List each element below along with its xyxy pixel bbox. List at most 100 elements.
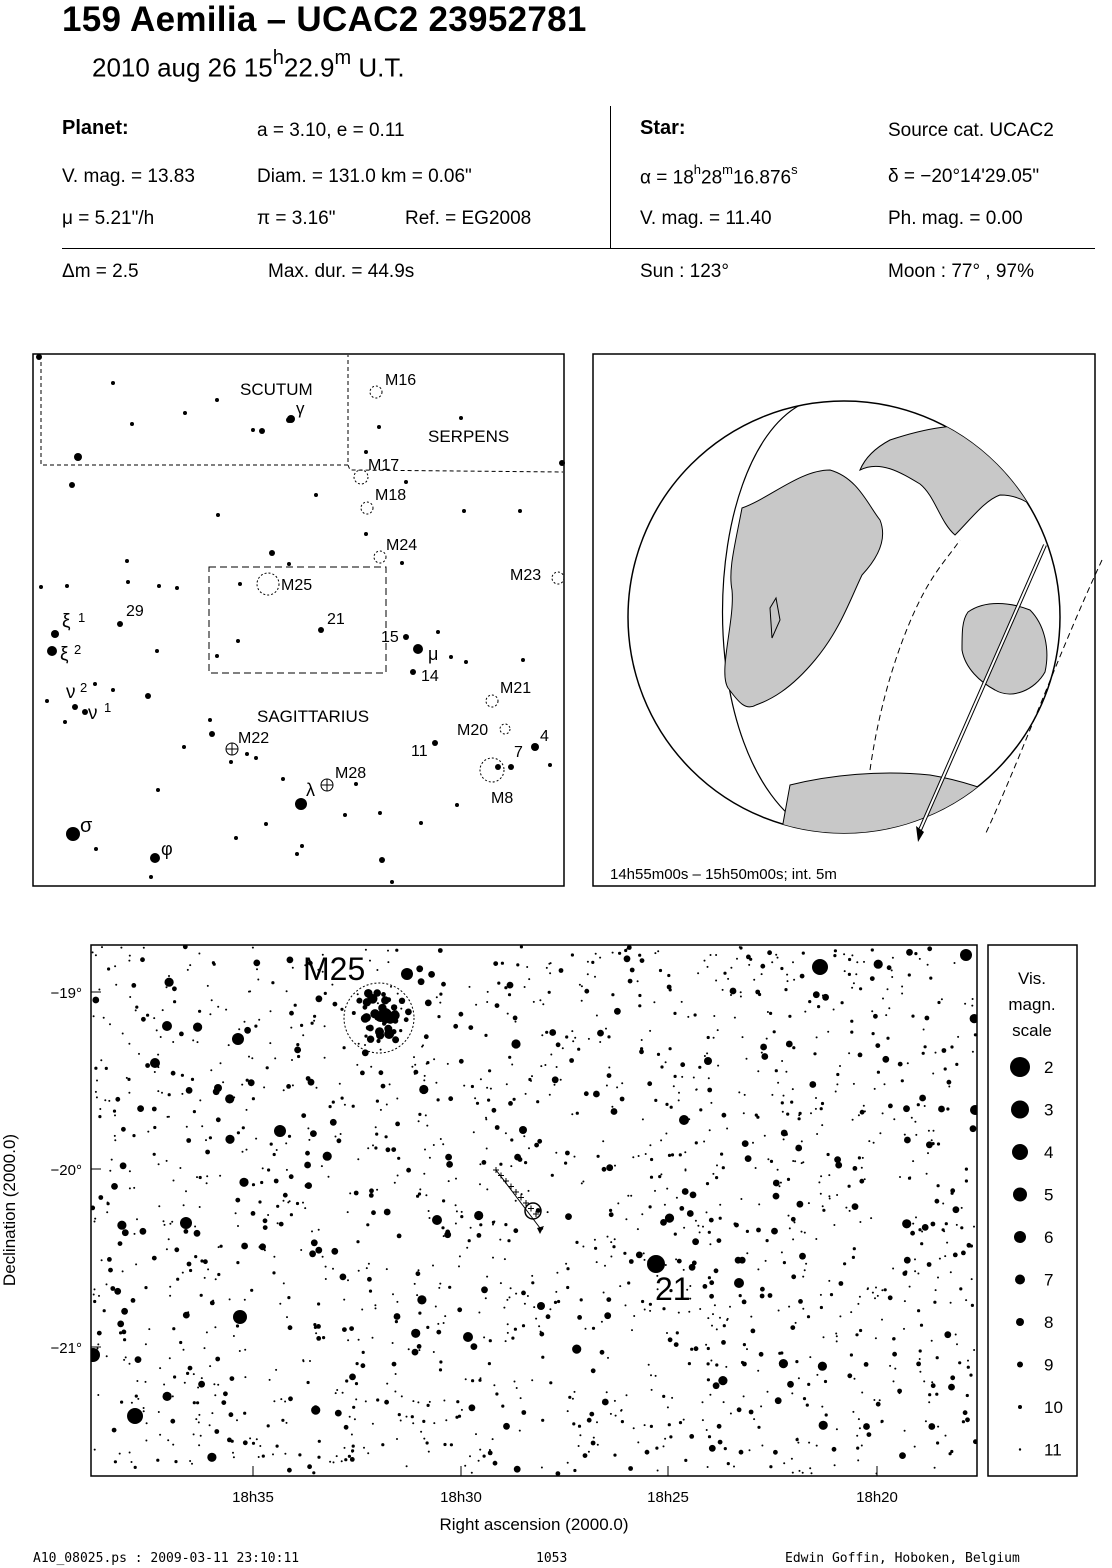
field-star [248, 990, 250, 993]
field-star [756, 1227, 761, 1233]
ytick-label: −20° [51, 1162, 82, 1179]
field-star [647, 1081, 653, 1087]
field-star [499, 1162, 503, 1166]
field-star [656, 1288, 659, 1291]
field-star [157, 1053, 160, 1056]
field-star [791, 1471, 794, 1474]
field-star [709, 954, 712, 956]
field-star [686, 1288, 689, 1291]
field-star [970, 1278, 973, 1281]
field-star [499, 1282, 502, 1285]
magnitude-legend-frame [987, 944, 1078, 1477]
field-star [482, 1454, 486, 1458]
field-star [760, 1043, 767, 1051]
field-star [952, 1206, 960, 1214]
field-star [960, 1226, 964, 1230]
field-star [593, 1238, 596, 1241]
xtick-label: 18h20 [856, 1489, 898, 1506]
finder-label: ν [66, 682, 76, 703]
field-star [163, 1383, 166, 1386]
field-star [822, 1208, 826, 1212]
field-star [230, 1439, 234, 1443]
field-star [148, 1328, 151, 1331]
field-star [436, 1098, 440, 1102]
field-star [436, 1329, 442, 1335]
field-star [610, 1255, 613, 1258]
bright-star [150, 1058, 160, 1068]
field-star [214, 1429, 220, 1434]
field-star [121, 1229, 129, 1237]
field-star [937, 1000, 941, 1005]
field-star [766, 1011, 769, 1013]
field-star [946, 1079, 952, 1085]
field-star [693, 1013, 697, 1017]
cluster-star [367, 994, 378, 1004]
field-star [715, 979, 718, 982]
field-star [610, 1108, 618, 1115]
field-star [109, 1169, 112, 1172]
field-star [353, 1418, 356, 1421]
field-star [214, 1278, 217, 1281]
field-star [442, 1235, 445, 1238]
field-star [819, 1305, 824, 1310]
field-star [649, 1309, 652, 1312]
field-star [916, 1361, 921, 1367]
field-star [479, 1163, 482, 1166]
field-star [288, 1174, 294, 1180]
field-star [859, 1178, 865, 1184]
field-star [860, 1444, 863, 1447]
field-star [845, 1206, 848, 1209]
finder-clusters [225, 385, 565, 792]
field-star [114, 1287, 122, 1295]
field-star [179, 1031, 184, 1037]
finder-star [449, 655, 453, 659]
field-star [665, 1132, 668, 1135]
field-star [808, 1000, 812, 1004]
field-star [557, 1299, 561, 1304]
field-star [863, 1362, 869, 1367]
field-star [619, 1285, 622, 1288]
field-star [701, 1401, 704, 1404]
field-star [512, 1015, 518, 1021]
field-star [819, 1192, 822, 1195]
field-star [479, 1448, 482, 1451]
field-star [427, 1450, 430, 1453]
field-star [909, 1176, 912, 1179]
field-star [182, 945, 188, 950]
field-star [185, 1125, 188, 1128]
field-star [683, 1226, 686, 1229]
finder-star [66, 827, 80, 841]
field-star [836, 1083, 839, 1086]
field-star [486, 1001, 489, 1003]
deep-sky-object [256, 572, 280, 596]
field-star [349, 1326, 354, 1331]
field-star [930, 1383, 936, 1389]
field-star [738, 1294, 742, 1298]
field-star [863, 1110, 866, 1113]
field-star [335, 1455, 338, 1458]
field-star [815, 1238, 818, 1240]
field-star [123, 1338, 127, 1342]
field-star [843, 1262, 847, 1266]
field-star [875, 1286, 877, 1289]
field-star [819, 1107, 823, 1111]
field-star [820, 1175, 823, 1178]
field-star [109, 1023, 111, 1026]
finder-star [286, 417, 292, 423]
field-star [870, 948, 874, 952]
field-star [117, 1320, 125, 1328]
field-star [662, 1394, 666, 1398]
field-star [969, 1373, 973, 1377]
field-star [788, 1014, 792, 1018]
detail-stars [91, 945, 977, 1476]
field-star [192, 1110, 196, 1114]
field-star [171, 1220, 174, 1223]
field-star [340, 1007, 344, 1011]
field-star [627, 978, 633, 984]
field-star [740, 1198, 743, 1200]
field-star [785, 1070, 788, 1073]
field-star [185, 1087, 193, 1094]
field-star [214, 1394, 217, 1397]
field-star [446, 1161, 453, 1168]
field-star [425, 1062, 428, 1065]
